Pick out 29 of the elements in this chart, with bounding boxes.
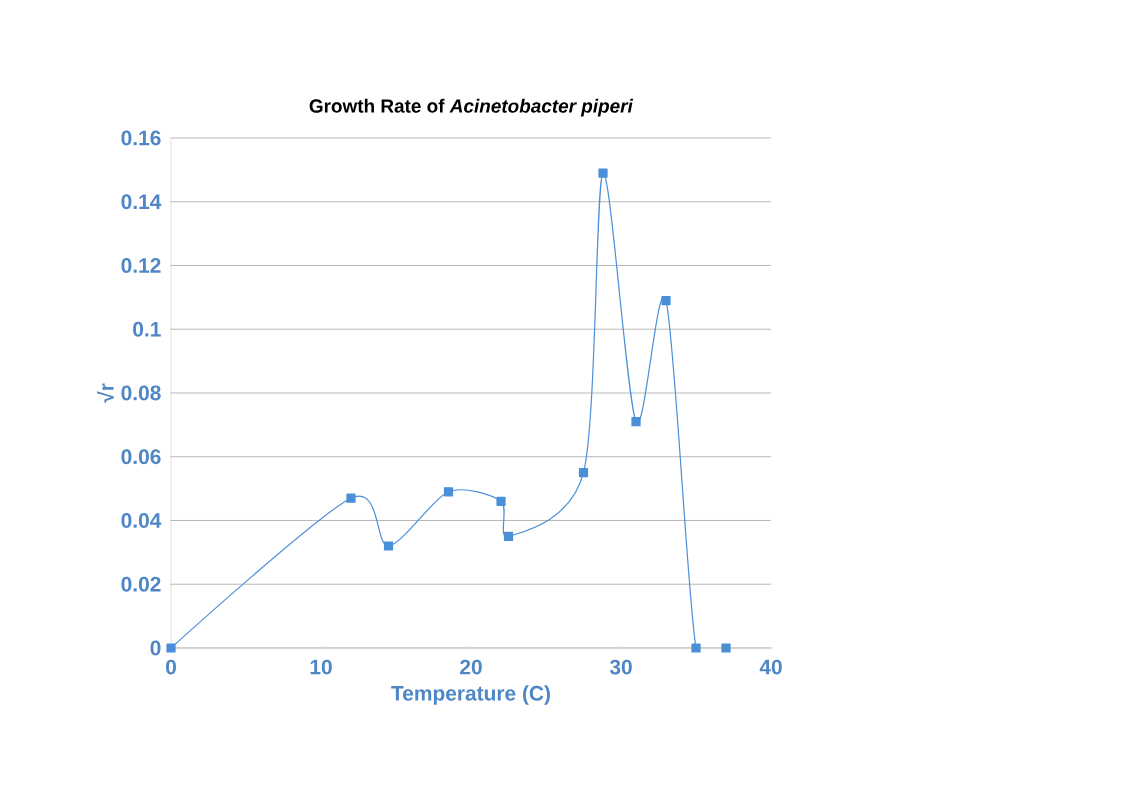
point	[496, 496, 506, 506]
y-tick-label: 0.16	[121, 130, 161, 146]
point	[661, 295, 671, 306]
point	[631, 417, 641, 427]
y-tick-label: 0.1	[133, 321, 161, 337]
y-tick-label: 0.06	[121, 449, 161, 465]
point	[443, 487, 454, 497]
point	[346, 493, 356, 503]
point	[691, 643, 701, 653]
point	[598, 168, 608, 178]
x-tick-label: 30	[609, 659, 632, 675]
point	[383, 541, 394, 551]
y-tick-label: 0.14	[121, 194, 162, 210]
y-axis-title: √r	[97, 383, 114, 403]
point	[721, 643, 731, 653]
y-tick-label: 0.08	[121, 385, 161, 401]
point	[578, 468, 589, 478]
point	[503, 531, 514, 542]
x-tick-label: 40	[759, 659, 782, 675]
y-tick-label: 0.04	[121, 513, 162, 528]
x-axis-title: Temperature (C)	[391, 685, 550, 705]
y-tick-label: 0.12	[121, 258, 161, 273]
y-tick-label: 0	[150, 640, 161, 656]
x-tick-label: 20	[460, 659, 482, 675]
x-tick-label: 10	[310, 659, 332, 675]
point	[166, 643, 176, 653]
chart-title: Growth Rate of Acinetobacter piperi	[309, 98, 634, 117]
y-tick-label: 0.02	[121, 576, 161, 592]
x-tick-label: 0	[166, 659, 176, 675]
